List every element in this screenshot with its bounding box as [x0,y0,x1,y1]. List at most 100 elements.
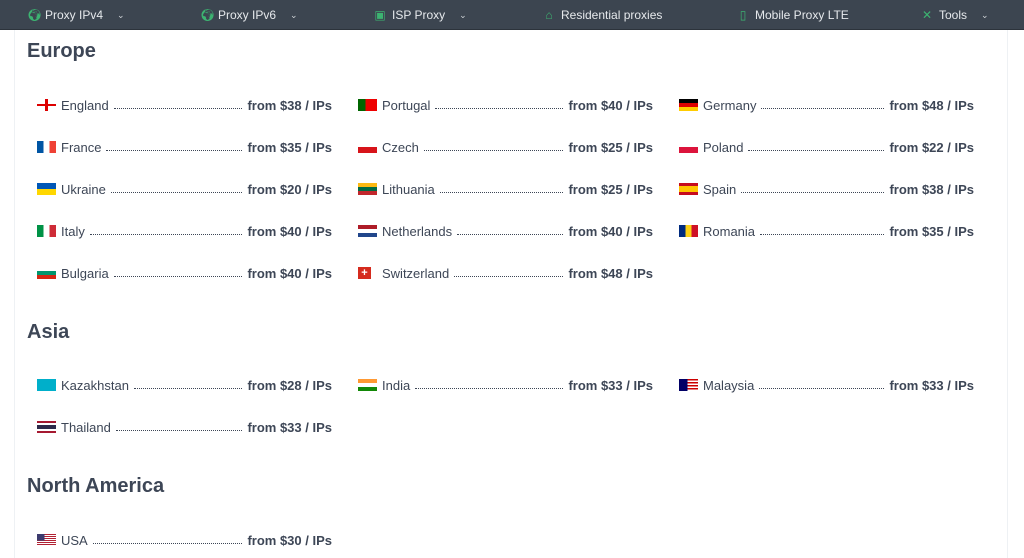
chevron-down-icon: ⌄ [290,9,298,20]
flag-romania-icon [679,225,698,237]
flag-germany-icon [679,99,698,111]
country-row-portugal[interactable]: Portugal from $40 / IPs [358,97,653,113]
country-name: Czech [382,139,419,155]
country-name: Lithuania [382,181,435,197]
country-price: from $40 / IPs [247,223,332,239]
region-title: Asia [27,321,70,343]
country-name: Ukraine [61,181,106,197]
dotted-leader [415,387,564,389]
country-row-kazakhstan[interactable]: Kazakhstan from $28 / IPs [37,377,332,393]
country-name: Spain [703,181,737,197]
flag-spain-icon [679,183,698,195]
nav-tools[interactable]: ✕ Tools ⌄ [921,0,989,30]
country-row-england[interactable]: England from $38 / IPs [37,97,332,113]
flag-switzerland-icon: + [358,267,371,279]
nav-label: Mobile Proxy LTE [755,8,849,22]
dotted-leader [110,191,243,193]
country-name: Germany [703,97,757,113]
country-name: France [61,139,102,155]
flag-czech-icon [358,141,377,153]
country-price: from $20 / IPs [247,181,332,197]
country-row-netherlands[interactable]: Netherlands from $40 / IPs [358,223,653,239]
home-icon: ⌂ [545,8,553,22]
country-row-poland[interactable]: Poland from $22 / IPs [679,139,974,155]
country-name: Thailand [61,419,111,435]
country-row-thailand[interactable]: Thailand from $33 / IPs [37,419,332,435]
country-row-germany[interactable]: Germany from $48 / IPs [679,97,974,113]
country-price: from $33 / IPs [568,377,653,393]
country-row-switzerland[interactable]: + Switzerland from $48 / IPs [358,265,653,281]
country-row-bulgaria[interactable]: Bulgaria from $40 / IPs [37,265,332,281]
country-row-lithuania[interactable]: Lithuania from $25 / IPs [358,181,653,197]
chevron-down-icon: ⌄ [981,9,989,20]
country-price: from $40 / IPs [568,97,653,113]
monitor-shield-icon: ▣ [374,8,386,22]
country-row-spain[interactable]: Spain from $38 / IPs [679,181,974,197]
flag-usa-icon [37,534,56,546]
dotted-leader [89,233,243,235]
country-row-romania[interactable]: Romania from $35 / IPs [679,223,974,239]
dotted-leader [113,107,243,109]
dotted-leader [113,275,243,277]
flag-bulgaria-icon [37,267,56,279]
country-price: from $22 / IPs [889,139,974,155]
flag-france-icon [37,141,56,153]
country-price: from $33 / IPs [247,419,332,435]
flag-lithuania-icon [358,183,377,195]
country-name: Poland [703,139,744,155]
country-price: from $35 / IPs [889,223,974,239]
dotted-leader [760,233,885,235]
country-name: Kazakhstan [61,377,129,393]
country-name: Bulgaria [61,265,109,281]
country-price: from $40 / IPs [568,223,653,239]
country-name: England [61,97,109,113]
dotted-leader [115,429,243,431]
country-row-malaysia[interactable]: Malaysia from $33 / IPs [679,377,974,393]
country-row-czech[interactable]: Czech from $25 / IPs [358,139,653,155]
dotted-leader [457,233,564,235]
nav-label: Proxy IPv4 [45,8,104,22]
nav-mobile-proxy-lte[interactable]: ▯ Mobile Proxy LTE [737,0,849,30]
country-name: India [382,377,411,393]
country-price: from $38 / IPs [889,181,974,197]
country-row-italy[interactable]: Italy from $40 / IPs [37,223,332,239]
flag-portugal-icon [358,99,377,111]
nav-proxy-ipv4[interactable]: 🌍︎ Proxy IPv4 ⌄ [27,0,125,30]
country-row-india[interactable]: India from $33 / IPs [358,377,653,393]
tools-icon: ✕ [921,8,933,22]
nav-label: Proxy IPv6 [218,8,277,22]
flag-kazakhstan-icon [37,379,56,391]
country-row-france[interactable]: France from $35 / IPs [37,139,332,155]
country-price: from $48 / IPs [568,265,653,281]
country-price: from $35 / IPs [247,139,332,155]
dotted-leader [423,149,564,151]
nav-isp-proxy[interactable]: ▣ ISP Proxy ⌄ [374,0,466,30]
nav-proxy-ipv6[interactable]: 🌍︎ Proxy IPv6 ⌄ [200,0,298,30]
flag-netherlands-icon [358,225,377,237]
country-price: from $30 / IPs [247,532,332,548]
country-price: from $28 / IPs [247,377,332,393]
dotted-leader [759,387,885,389]
country-name: Netherlands [382,223,453,239]
region-title: Europe [27,40,96,62]
flag-poland-icon [679,141,698,153]
country-price: from $40 / IPs [247,265,332,281]
flag-england-icon [37,99,56,111]
nav-label: Tools [939,8,968,22]
nav-residential-proxies[interactable]: ⌂ Residential proxies [543,0,662,30]
dotted-leader [741,191,885,193]
flag-malaysia-icon [679,379,698,391]
country-row-ukraine[interactable]: Ukraine from $20 / IPs [37,181,332,197]
dotted-leader [435,107,564,109]
country-name: USA [61,532,88,548]
dotted-leader [133,387,243,389]
region-title: North America [27,475,165,497]
dotted-leader [92,542,243,544]
dotted-leader [439,191,564,193]
dotted-leader [454,275,564,277]
country-row-usa[interactable]: USA from $30 / IPs [37,532,332,548]
nav-label: Residential proxies [561,8,663,22]
flag-ukraine-icon [37,183,56,195]
country-price: from $25 / IPs [568,181,653,197]
country-name: Portugal [382,97,431,113]
